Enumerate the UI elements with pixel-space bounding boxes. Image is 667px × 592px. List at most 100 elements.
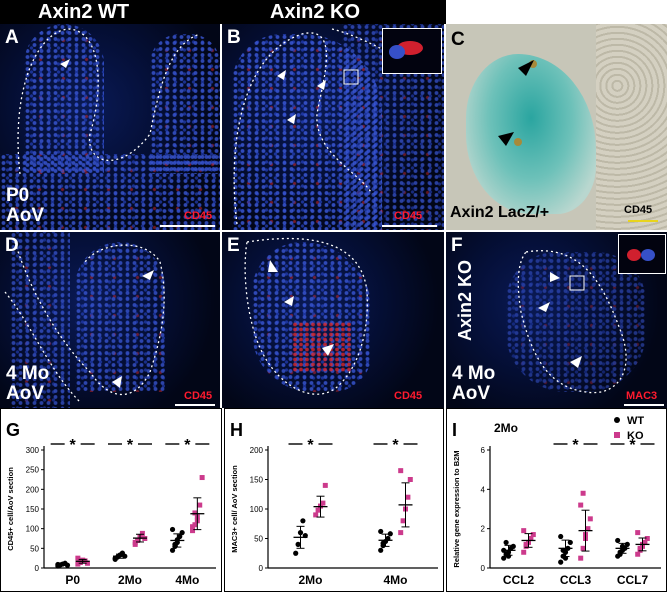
- column-header-strip: Axin2 WT Axin2 KO: [0, 0, 446, 24]
- y-tick-label: 100: [26, 525, 40, 534]
- wt-point: [293, 550, 299, 556]
- wt-point: [179, 530, 185, 536]
- y-tick-label: 0: [35, 564, 40, 573]
- x-tick-label: CCL3: [560, 573, 592, 587]
- ko-point: [190, 524, 196, 530]
- tissue-label: AoV: [6, 205, 44, 226]
- ko-point: [322, 482, 328, 488]
- wt-point: [380, 540, 386, 546]
- stain-label: CD45: [184, 210, 213, 222]
- wt-point: [510, 543, 516, 549]
- wt-point: [558, 533, 564, 540]
- panel-c: C Axin2 LacZ/+ CD45: [446, 24, 667, 230]
- x-tick-label: CCL2: [503, 573, 535, 587]
- scale-bar: [175, 404, 215, 406]
- chart-title: 2Mo: [494, 421, 518, 435]
- stage-label: P0: [6, 185, 30, 206]
- panel-label-h: H: [230, 420, 243, 440]
- panel-b: B CD45: [222, 24, 444, 230]
- wt-point: [378, 547, 384, 553]
- ko-point: [400, 518, 406, 524]
- tissue-label: AoV: [6, 383, 44, 404]
- y-axis-label: CD45+ cell/AoV section: [6, 467, 15, 551]
- ko-point: [407, 477, 413, 482]
- legend-wt-marker: [614, 417, 620, 423]
- chart-frame: [446, 408, 667, 592]
- chart-frame: [0, 408, 222, 592]
- wt-point: [300, 518, 306, 524]
- wt-point: [177, 533, 183, 540]
- ko-point: [528, 536, 534, 541]
- panel-label-d: D: [5, 235, 19, 256]
- panel-label-g: G: [6, 420, 20, 440]
- wt-point: [558, 559, 564, 565]
- y-tick-label: 6: [481, 446, 486, 455]
- panel-label-b: B: [227, 27, 241, 48]
- ko-point: [192, 510, 198, 516]
- valve-outline: [244, 237, 368, 395]
- significance-star: *: [307, 437, 314, 454]
- ko-point: [132, 539, 138, 545]
- ko-point: [190, 528, 196, 534]
- ko-point: [635, 551, 641, 557]
- wt-point: [560, 547, 566, 553]
- y-tick-label: 100: [250, 505, 264, 514]
- stain-label: CD45: [394, 210, 423, 222]
- ko-point: [139, 530, 145, 536]
- wt-point: [172, 543, 178, 549]
- x-tick-label: 4Mo: [175, 573, 199, 587]
- ko-point: [197, 502, 203, 508]
- panel-d: D 4 Mo AoV CD45: [0, 232, 220, 408]
- panel-label-e: E: [227, 235, 240, 256]
- stain-label: CD45: [394, 390, 423, 402]
- ko-point: [320, 500, 326, 506]
- ko-point: [398, 530, 404, 536]
- y-tick-label: 200: [250, 446, 264, 455]
- y-tick-label: 150: [26, 505, 40, 514]
- ko-point: [199, 475, 205, 481]
- x-tick-label: CCL7: [617, 573, 649, 587]
- y-tick-label: 2: [481, 525, 486, 534]
- significance-star: *: [629, 437, 636, 454]
- wt-point: [624, 541, 630, 547]
- stain-label: CD45: [624, 204, 653, 216]
- panel-a: A P0 AoV CD45: [0, 24, 220, 230]
- wt-point: [615, 537, 621, 544]
- panel-label-i: I: [452, 420, 457, 440]
- scale-bar: [628, 220, 658, 222]
- zoom-inset: [618, 234, 666, 274]
- valve-outline: [17, 28, 201, 175]
- x-tick-label: 2Mo: [118, 573, 142, 587]
- wt-point: [387, 531, 393, 537]
- tissue-label: AoV: [452, 383, 490, 404]
- valve-outline: [233, 28, 393, 225]
- ko-point: [521, 549, 527, 555]
- ko-point: [84, 560, 90, 566]
- wt-point: [169, 547, 176, 553]
- genotype-vertical: Axin2 KO: [455, 259, 475, 341]
- x-tick-label: P0: [65, 573, 80, 587]
- stage-label: 4 Mo: [452, 363, 496, 384]
- y-tick-label: 150: [250, 476, 264, 485]
- y-tick-label: 0: [259, 564, 264, 573]
- ko-point: [637, 545, 643, 551]
- valve-outline: [517, 250, 627, 394]
- ko-point: [580, 490, 586, 496]
- significance-star: *: [127, 437, 134, 454]
- ko-point: [578, 502, 584, 508]
- panel-label-f: F: [451, 235, 463, 256]
- wt-point: [503, 539, 509, 546]
- scale-bar: [160, 225, 215, 227]
- wt-point: [617, 551, 623, 557]
- ko-point: [523, 541, 529, 547]
- significance-star: *: [184, 437, 191, 454]
- y-tick-label: 0: [481, 564, 486, 573]
- x-tick-label: 2Mo: [299, 573, 323, 587]
- ko-point: [75, 555, 81, 561]
- header-wt: Axin2 WT: [38, 1, 130, 23]
- significance-star: *: [572, 437, 579, 454]
- significance-star: *: [392, 437, 399, 454]
- ko-point: [578, 555, 584, 561]
- ko-point: [313, 512, 319, 518]
